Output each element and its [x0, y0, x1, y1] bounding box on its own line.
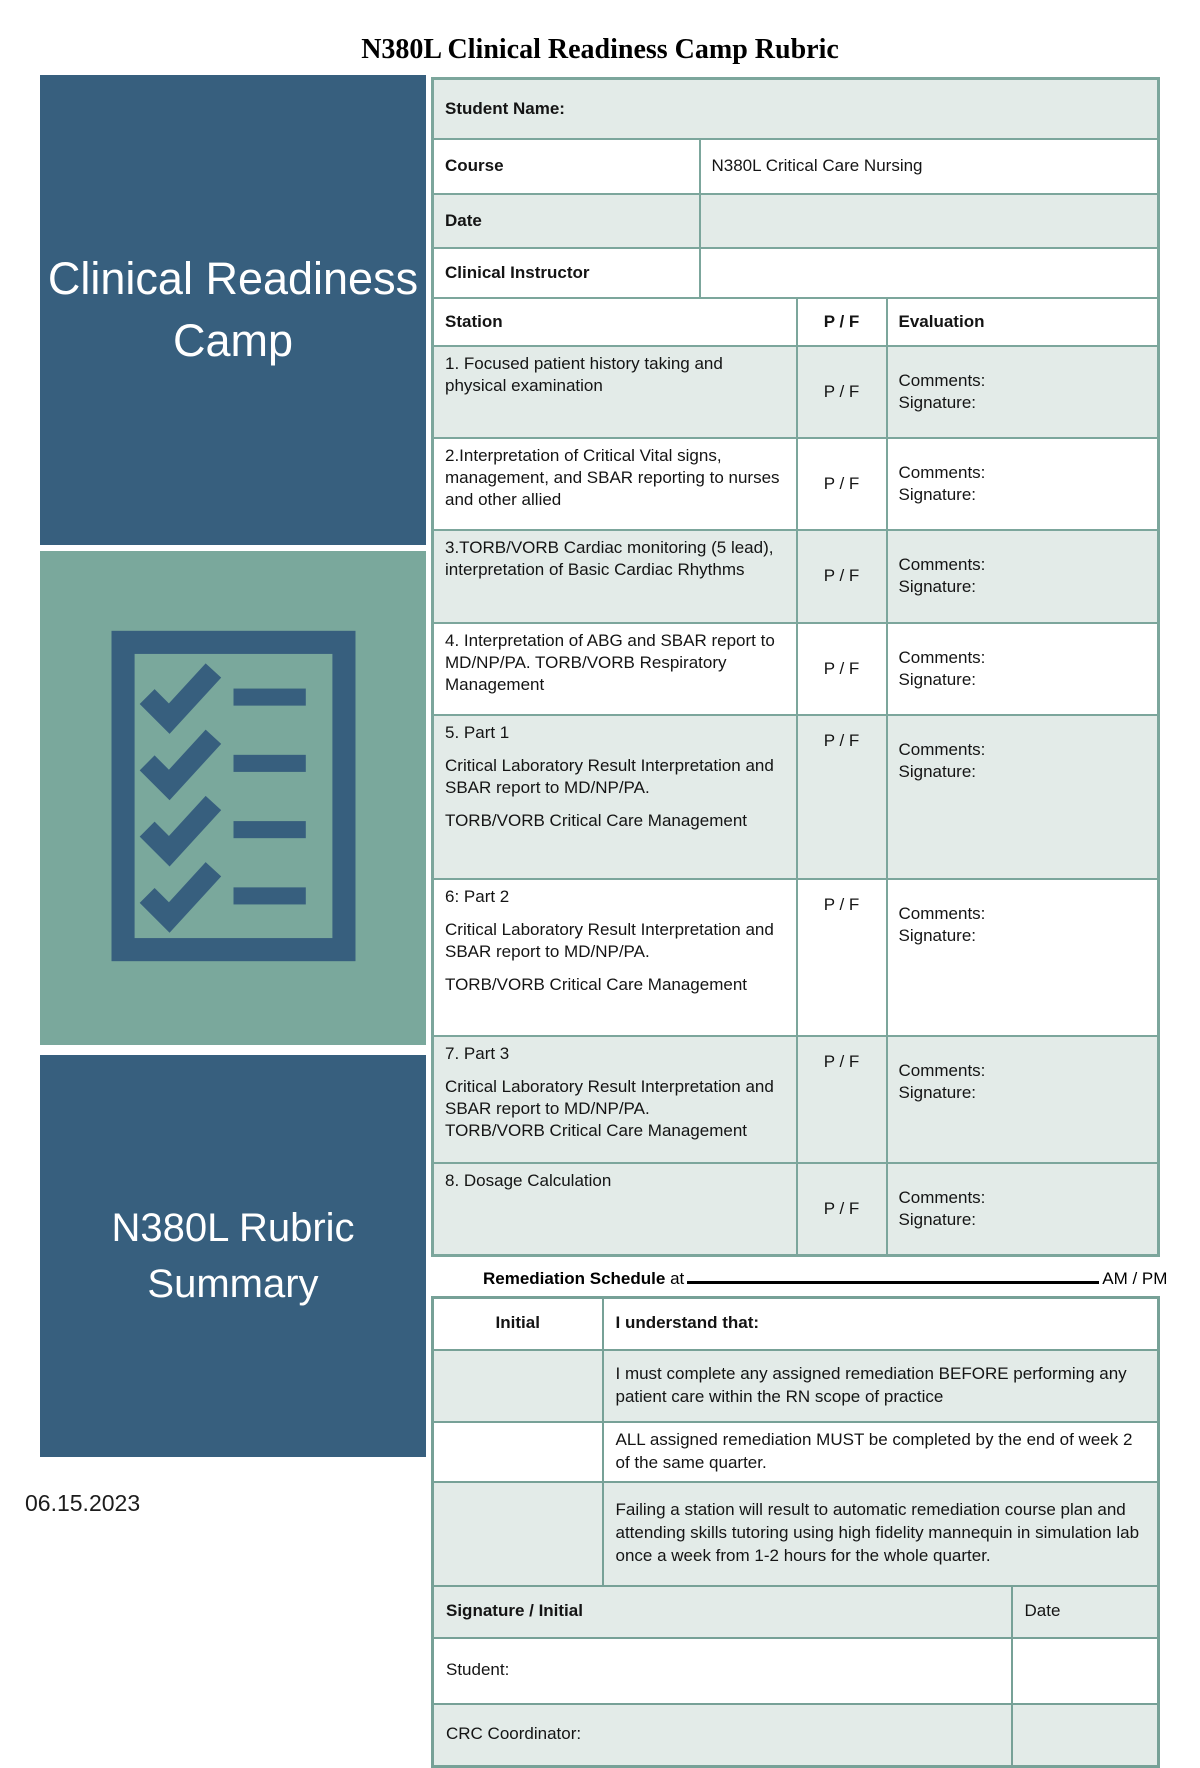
date-entry-cell [1010, 1702, 1160, 1768]
pf-cell: P / F [795, 1034, 888, 1164]
pf-cell: P / F [795, 1161, 888, 1257]
evaluation-column-header: Evaluation [885, 297, 1160, 347]
info-label: Course [431, 138, 701, 195]
signature-row: CRC Coordinator: [431, 1702, 1160, 1768]
initial-entry-cell [431, 1348, 604, 1423]
station-cell: 5. Part 1 Critical Laboratory Result Inte… [431, 713, 798, 880]
station-row: 7. Part 3 Critical Laboratory Result Inte… [431, 1034, 1160, 1164]
pf-cell: P / F [795, 344, 888, 440]
evaluation-cell: Comments: Signature: [885, 437, 1160, 532]
signature-initial-header: Signature / Initial [431, 1584, 1013, 1639]
statement-row: I must complete any assigned remediation… [431, 1348, 1160, 1423]
station-row: 2.Interpretation of Critical Vital signs… [431, 437, 1160, 532]
station-header-row: Station P / F Evaluation [431, 297, 1160, 347]
sidebar-banner-top: Clinical Readiness Camp [40, 75, 426, 545]
pf-cell: P / F [795, 877, 888, 1037]
understand-table-body: Initial I understand that: I must complete… [431, 1296, 1160, 1768]
pf-column-header: P / F [795, 297, 888, 347]
sidebar-banner-bottom: N380L Rubric Summary [40, 1055, 426, 1457]
sidebar-banner-bottom-label: N380L Rubric Summary [111, 1206, 355, 1306]
info-row: Clinical Instructor [431, 247, 1160, 299]
info-label: Student Name: [431, 77, 1160, 140]
station-cell: 7. Part 3 Critical Laboratory Result Inte… [431, 1034, 798, 1164]
sidebar-banner-top-label: Clinical Readiness Camp [47, 252, 419, 366]
station-cell: 8. Dosage Calculation [431, 1161, 798, 1257]
statement-column-header: I understand that: [601, 1296, 1160, 1351]
info-value [698, 247, 1160, 299]
station-row: 1. Focused patient history taking and ph… [431, 344, 1160, 440]
initial-entry-cell [431, 1420, 604, 1483]
evaluation-cell: Comments: Signature: [885, 621, 1160, 716]
evaluation-cell: Comments: Signature: [885, 1161, 1160, 1257]
statement-row: ALL assigned remediation MUST be complet… [431, 1420, 1160, 1483]
info-row: Course N380L Critical Care Nursing [431, 138, 1160, 195]
info-label: Date [431, 193, 701, 249]
info-row: Date [431, 193, 1160, 249]
station-cell: 4. Interpretation of ABG and SBAR report… [431, 621, 798, 716]
station-table-body: Student Name: Course N380L Critical Care N… [431, 77, 1160, 1257]
am-pm-label: AM / PM [1102, 1268, 1168, 1288]
evaluation-cell: Comments: Signature: [885, 713, 1160, 880]
station-cell: 3.TORB/VORB Cardiac monitoring (5 lead),… [431, 529, 798, 624]
pf-cell: P / F [795, 529, 888, 624]
statement-cell: Failing a station will result to automat… [601, 1480, 1160, 1587]
signature-row: Student: [431, 1636, 1160, 1705]
understand-table: Initial I understand that: I must complete… [431, 1295, 1160, 1768]
station-row: 5. Part 1 Critical Laboratory Result Inte… [431, 713, 1160, 880]
pf-cell: P / F [795, 713, 888, 880]
pf-cell: P / F [795, 437, 888, 532]
understand-header-row: Initial I understand that: [431, 1296, 1160, 1351]
date-column-header: Date [1010, 1584, 1160, 1639]
fill-in-line [687, 1266, 1100, 1284]
station-row: 3.TORB/VORB Cardiac monitoring (5 lead),… [431, 529, 1160, 624]
station-row: 6: Part 2 Critical Laboratory Result Inte… [431, 877, 1160, 1037]
remediation-schedule: Remediation Schedule at AM / PM [483, 1266, 1167, 1290]
info-label: Clinical Instructor [431, 247, 701, 299]
initial-entry-cell [431, 1480, 604, 1587]
pf-cell: P / F [795, 621, 888, 716]
signature-label-cell: CRC Coordinator: [431, 1702, 1013, 1768]
statement-cell: ALL assigned remediation MUST be complet… [601, 1420, 1160, 1483]
evaluation-cell: Comments: Signature: [885, 877, 1160, 1037]
evaluation-cell: Comments: Signature: [885, 344, 1160, 440]
sidebar-banner-middle [40, 551, 426, 1045]
rubric-main-column: Student Name: Course N380L Critical Care N… [431, 77, 1167, 1768]
station-cell: 2.Interpretation of Critical Vital signs… [431, 437, 798, 532]
info-value: N380L Critical Care Nursing [698, 138, 1160, 195]
statement-cell: I must complete any assigned remediation… [601, 1348, 1160, 1423]
evaluation-cell: Comments: Signature: [885, 529, 1160, 624]
statement-row: Failing a station will result to automat… [431, 1480, 1160, 1587]
evaluation-cell: Comments: Signature: [885, 1034, 1160, 1164]
info-value [698, 193, 1160, 249]
signature-label-cell: Student: [431, 1636, 1013, 1705]
station-cell: 6: Part 2 Critical Laboratory Result Inte… [431, 877, 798, 1037]
footer-date: 06.15.2023 [25, 1490, 141, 1516]
remediation-connector: at [670, 1268, 685, 1288]
station-row: 4. Interpretation of ABG and SBAR report… [431, 621, 1160, 716]
signature-header-row: Signature / Initial Date [431, 1584, 1160, 1639]
station-row: 8. Dosage Calculation P / F Comments: Signa… [431, 1161, 1160, 1257]
station-column-header: Station [431, 297, 798, 347]
info-and-station-table: Student Name: Course N380L Critical Care N… [431, 77, 1161, 1257]
page-title: N380L Clinical Readiness Camp Rubric [361, 34, 839, 65]
date-entry-cell [1010, 1636, 1160, 1705]
checklist-icon [111, 630, 356, 967]
station-cell: 1. Focused patient history taking and ph… [431, 344, 798, 440]
remediation-label: Remediation Schedule [483, 1268, 666, 1288]
info-row: Student Name: [431, 77, 1160, 140]
initial-column-header: Initial [431, 1296, 604, 1351]
